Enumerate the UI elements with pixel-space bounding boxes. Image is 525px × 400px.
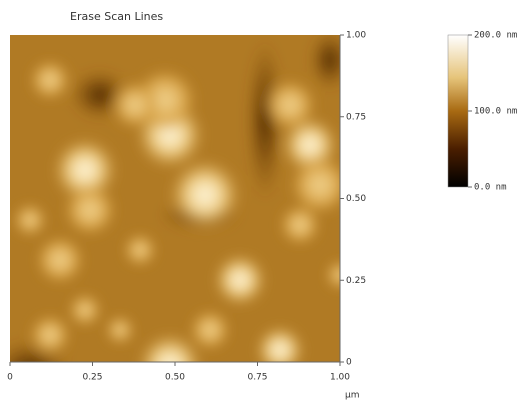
y-tick-label: 0.25 [346, 276, 366, 286]
title: Erase Scan Lines [70, 10, 163, 23]
colorbar [447, 34, 469, 188]
y-tick-label: 1.00 [346, 31, 366, 41]
x-tick-label: 0.25 [82, 373, 102, 383]
x-tick-label: 0.75 [247, 373, 267, 383]
colorbar-label: 200.0 nm [474, 31, 517, 41]
x-tick-label: 0 [7, 373, 13, 383]
x-unit: µm [345, 391, 360, 400]
colorbar-label: 100.0 nm [474, 107, 517, 117]
y-tick-label: 0.75 [346, 112, 366, 122]
x-tick-label: 1.00 [330, 373, 350, 383]
colorbar-label: 0.0 nm [474, 183, 507, 193]
y-tick-label: 0 [346, 358, 352, 368]
scan-image [10, 35, 340, 362]
x-tick-label: 0.50 [165, 373, 185, 383]
y-tick-label: 0.50 [346, 194, 366, 204]
